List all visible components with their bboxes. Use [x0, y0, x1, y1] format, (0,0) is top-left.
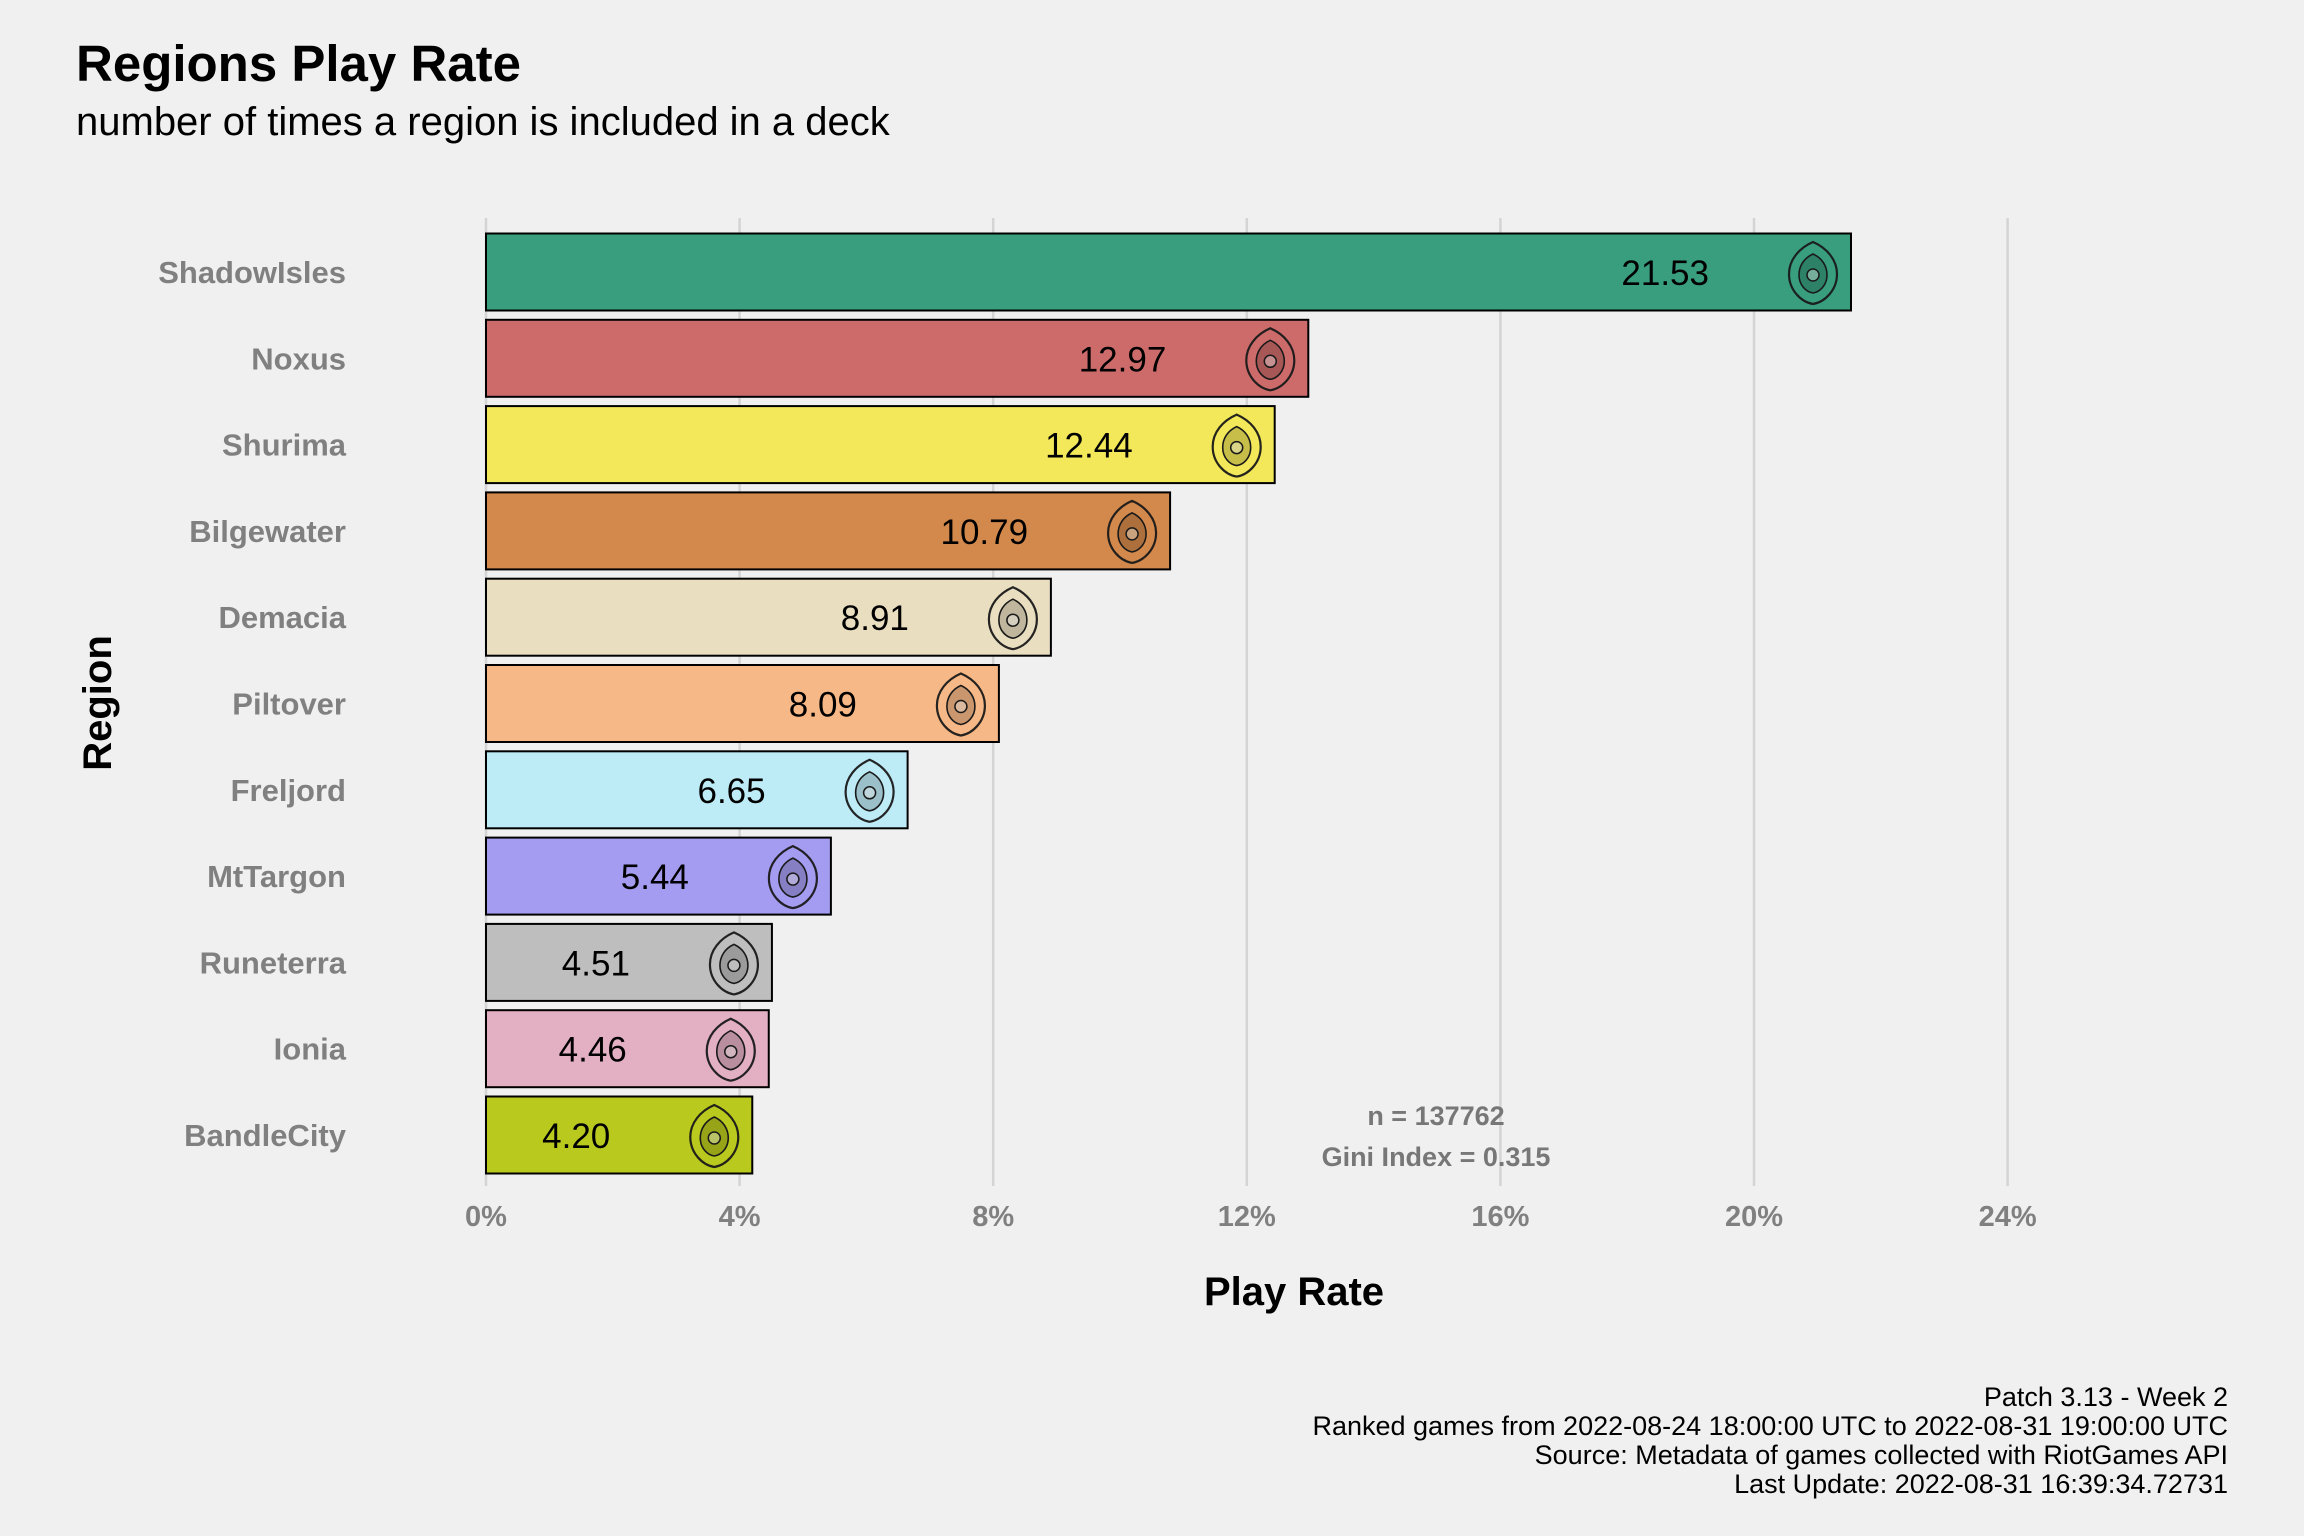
demacia-icon [987, 586, 1038, 651]
bar-group-noxus: 12.97 [485, 318, 1310, 398]
bar-group-demacia: 8.91 [485, 577, 1052, 657]
category-label: Shurima [222, 428, 347, 463]
bar-group-bilgewater: 10.79 [485, 491, 1172, 571]
n-annotation: n = 137762 [1367, 1101, 1504, 1131]
bar-group-freljord: 6.65 [485, 750, 909, 830]
category-label: Ionia [274, 1032, 347, 1067]
gini-annotation: Gini Index = 0.315 [1322, 1142, 1551, 1172]
bars: 21.53 12.97 12.44 10.79 8.91 8.09 6.65 5.44 4.51… [485, 232, 1853, 1175]
shurima-icon [1211, 413, 1262, 478]
bandlecity-icon [689, 1103, 740, 1169]
x-tick-label: 20% [1725, 1201, 1783, 1233]
x-tick-labels: 0% 4% 8% 12% 16% 20% 24% [465, 1201, 2037, 1233]
bar-value-label: 4.51 [562, 944, 630, 983]
bar-value-label: 6.65 [697, 772, 765, 811]
category-label: Demacia [218, 600, 346, 635]
bilgewater-icon [1106, 499, 1158, 565]
caption-updated: Last Update: 2022-08-31 16:39:34.72731 [1734, 1469, 2228, 1499]
category-label: BandleCity [184, 1118, 347, 1153]
bar-group-piltover: 8.09 [485, 664, 1000, 743]
bar [485, 577, 1052, 657]
bar-value-label: 8.91 [841, 599, 909, 638]
category-label: ShadowIsles [158, 255, 346, 290]
bar [485, 232, 1853, 312]
bar [485, 318, 1310, 398]
chart-subtitle: number of times a region is included in … [76, 100, 890, 144]
mttargon-icon [767, 844, 818, 910]
bar-group-shadowisles: 21.53 [485, 232, 1853, 312]
category-label: Bilgewater [189, 514, 346, 549]
bar-value-label: 5.44 [621, 858, 689, 897]
bar-group-shurima: 12.44 [485, 405, 1276, 485]
x-tick-label: 16% [1471, 1201, 1529, 1233]
noxus-icon [1245, 327, 1296, 392]
x-tick-label: 4% [719, 1201, 761, 1233]
bar-value-label: 4.46 [559, 1031, 627, 1070]
bar-value-label: 12.97 [1079, 340, 1167, 379]
caption-patch: Patch 3.13 - Week 2 [1983, 1382, 2228, 1412]
bar [485, 664, 1000, 743]
caption-source: Source: Metadata of games collected with… [1534, 1440, 2228, 1470]
freljord-icon [844, 758, 895, 823]
category-labels: ShadowIsles Noxus Shurima Bilgewater Demacia… [158, 255, 347, 1153]
category-label: Noxus [251, 341, 346, 376]
bar-group-ionia: 4.46 [485, 1009, 770, 1089]
bar [485, 405, 1276, 485]
bar-value-label: 12.44 [1045, 427, 1133, 466]
caption-range: Ranked games from 2022-08-24 18:00:00 UT… [1312, 1411, 2228, 1441]
bar-group-runeterra: 4.51 [485, 922, 773, 1002]
bar-value-label: 4.20 [542, 1117, 610, 1156]
bar [485, 491, 1172, 571]
chart-title: Regions Play Rate [76, 35, 521, 92]
runeterra-icon [708, 931, 760, 996]
bar [485, 750, 909, 830]
bar-value-label: 8.09 [789, 686, 857, 725]
bar-group-mttargon: 5.44 [485, 836, 832, 916]
x-axis-title: Play Rate [1204, 1270, 1384, 1314]
x-tick-label: 24% [1979, 1201, 2037, 1233]
piltover-icon [935, 672, 987, 737]
ionia-icon [705, 1017, 756, 1082]
category-label: Runeterra [200, 945, 347, 980]
category-label: Freljord [231, 773, 346, 808]
bar-value-label: 10.79 [940, 513, 1028, 552]
y-axis-title: Region [76, 635, 120, 771]
x-tick-label: 12% [1218, 1201, 1276, 1233]
x-tick-label: 0% [465, 1201, 507, 1233]
category-label: MtTargon [207, 859, 346, 894]
bar-value-label: 21.53 [1621, 254, 1709, 293]
caption: Patch 3.13 - Week 2 Ranked games from 20… [1312, 1383, 2228, 1499]
category-label: Piltover [232, 687, 346, 722]
x-tick-label: 8% [972, 1201, 1014, 1233]
shadowisles-icon [1787, 240, 1839, 306]
bar-group-bandlecity: 4.20 [485, 1095, 754, 1175]
